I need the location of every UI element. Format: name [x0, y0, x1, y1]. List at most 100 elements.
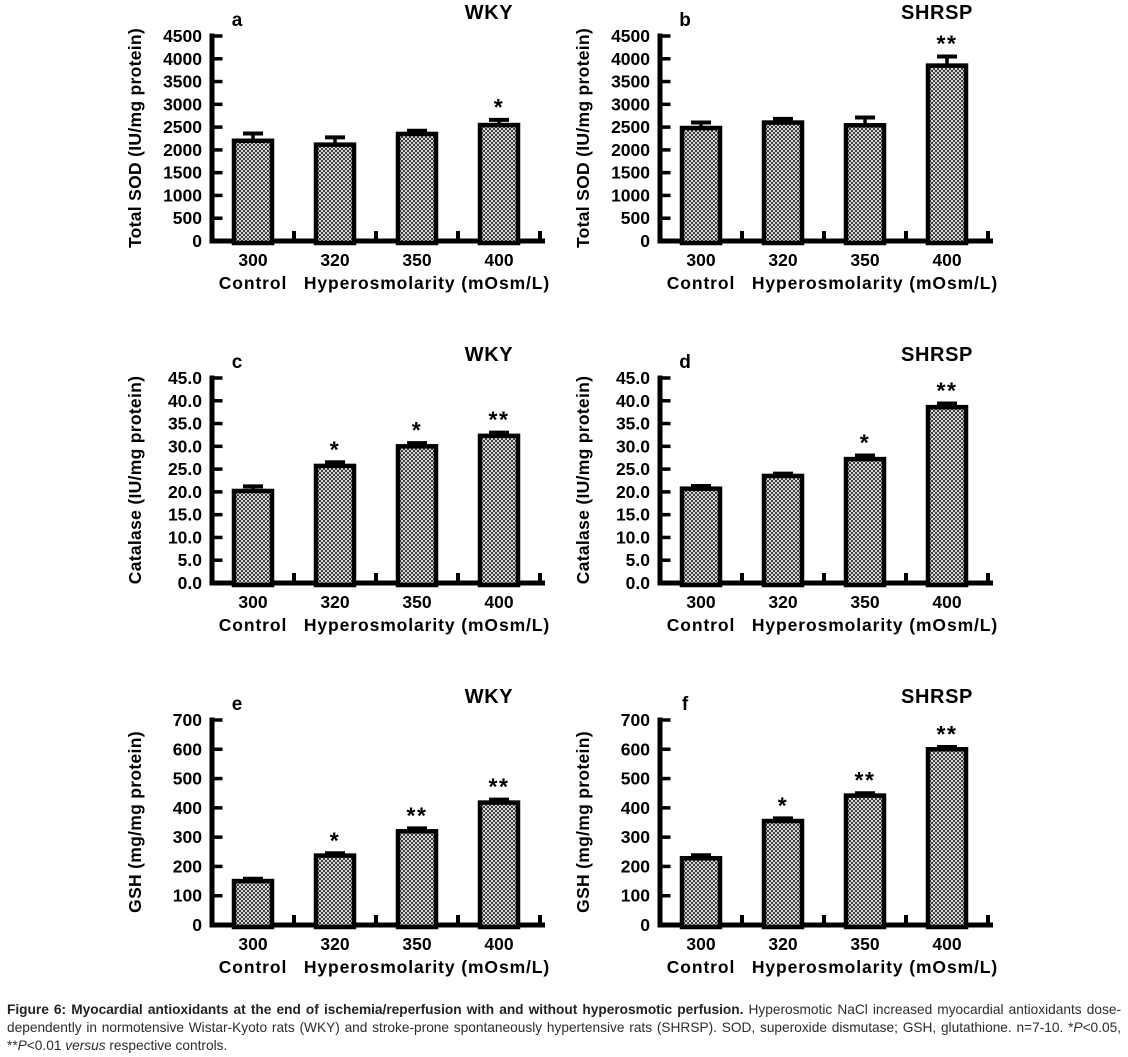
y-tick-label: 300: [621, 827, 650, 847]
bar-350: [395, 829, 439, 930]
significance-marker: *: [330, 436, 340, 462]
panel-letter: a: [232, 10, 243, 31]
x-axis-title-control: Control: [667, 615, 736, 635]
y-tick-label: 0: [640, 231, 650, 251]
y-tick-label: 10.0: [168, 527, 202, 547]
y-tick-label: 500: [173, 769, 202, 789]
bar-400: [925, 404, 969, 588]
x-tick-label: 350: [402, 934, 431, 954]
y-tick-label: 35.0: [168, 414, 202, 434]
y-tick-label: 0: [640, 915, 650, 935]
bar-400: [477, 122, 521, 246]
x-tick-label: 300: [686, 250, 715, 270]
y-tick-label: 700: [621, 710, 650, 730]
y-tick-label: 600: [173, 739, 202, 759]
y-tick-label: 200: [621, 856, 650, 876]
x-axis-title-hyperosmolarity: Hyperosmolarity (mOsm/L): [752, 273, 998, 293]
bar-400: [477, 800, 521, 930]
group-label: WKY: [465, 2, 514, 24]
group-label: SHRSP: [901, 2, 973, 24]
y-tick-label: 15.0: [168, 505, 202, 525]
chart-panel-d: 0.0 5.0 10.0 15.0 20.0 25.0 30.0 35.0 40.0 45.0 30…: [545, 342, 1025, 654]
chart-panel-c: 0.0 5.0 10.0 15.0 20.0 25.0 30.0 35.0 40.0 45.0 30…: [97, 342, 577, 654]
y-tick-label: 1000: [163, 185, 202, 205]
y-tick-label: 2500: [163, 117, 202, 137]
panel-letter: b: [679, 10, 691, 31]
x-tick-label: 320: [320, 592, 349, 612]
y-tick-label: 2000: [611, 140, 650, 160]
y-tick-label: 25.0: [168, 459, 202, 479]
chart-f-svg: 0 100 200 300 400 500 600 700 300 * 320 ** 350 ** 400 C…: [573, 686, 997, 977]
y-tick-label: 100: [621, 886, 650, 906]
significance-marker: **: [489, 407, 510, 433]
y-tick-label: 10.0: [616, 527, 650, 547]
significance-marker: **: [489, 774, 510, 800]
x-tick-label: 300: [238, 592, 267, 612]
group-label: SHRSP: [901, 344, 973, 366]
bar-400: [477, 433, 521, 588]
y-tick-label: 3000: [163, 94, 202, 114]
y-tick-label: 700: [173, 710, 202, 730]
x-tick-label: 300: [686, 934, 715, 954]
panel-letter: c: [232, 352, 243, 373]
y-axis-title: GSH (mg/mg protein): [125, 731, 145, 913]
x-tick-label: 300: [238, 934, 267, 954]
y-tick-label: 30.0: [616, 436, 650, 456]
figure-caption: Figure 6: Myocardial antioxidants at the…: [7, 1001, 1121, 1054]
x-tick-label: 350: [402, 592, 431, 612]
x-axis-title-hyperosmolarity: Hyperosmolarity (mOsm/L): [304, 957, 550, 977]
bar-350: [843, 456, 887, 588]
x-tick-label: 320: [768, 592, 797, 612]
bar-350: [843, 793, 887, 930]
significance-marker: **: [937, 31, 958, 57]
y-tick-label: 45.0: [616, 368, 650, 388]
y-tick-label: 3500: [163, 72, 202, 92]
bar-300: [231, 138, 275, 246]
x-tick-label: 400: [484, 592, 513, 612]
caption-text-3: <0.01: [26, 1037, 66, 1053]
x-tick-label: 320: [320, 250, 349, 270]
chart-panel-f: 0 100 200 300 400 500 600 700 300 * 320 ** 350 ** 400 C…: [545, 684, 1025, 996]
y-tick-label: 5.0: [626, 550, 651, 570]
x-axis-title-control: Control: [667, 957, 736, 977]
bar-320: [761, 120, 805, 246]
bar-320: [313, 142, 357, 246]
y-tick-label: 2500: [611, 117, 650, 137]
bar-300: [231, 878, 275, 930]
chart-d-svg: 0.0 5.0 10.015.0 20.0 25.0 30.035.0 40.0 45.0 30…: [573, 344, 997, 635]
y-tick-label: 40.0: [168, 391, 202, 411]
caption-versus-italic: versus: [65, 1037, 106, 1053]
caption-text-2: <0.05, **: [7, 1019, 1121, 1053]
chart-c-svg: 0.0 5.0 10.015.0 20.0 25.0 30.035.0 40.0 45.0 30…: [125, 344, 550, 635]
y-tick-label: 2000: [163, 140, 202, 160]
x-axis-title-control: Control: [219, 957, 288, 977]
bar-300: [679, 125, 723, 246]
x-axis-title-control: Control: [219, 615, 288, 635]
y-tick-label: 500: [621, 769, 650, 789]
y-tick-label: 20.0: [168, 482, 202, 502]
y-axis-title: GSH (mg/mg protein): [573, 731, 593, 913]
significance-marker: **: [855, 767, 876, 793]
x-tick-label: 320: [768, 934, 797, 954]
y-tick-label: 500: [621, 208, 650, 228]
significance-marker: **: [937, 721, 958, 747]
x-axis-title-hyperosmolarity: Hyperosmolarity (mOsm/L): [304, 615, 550, 635]
caption-p-italic-2: P: [17, 1037, 27, 1053]
bar-350: [395, 131, 439, 246]
y-tick-label: 25.0: [616, 459, 650, 479]
y-tick-label: 0: [192, 231, 202, 251]
bar-350: [843, 123, 887, 246]
x-tick-label: 400: [484, 934, 513, 954]
x-tick-label: 300: [686, 592, 715, 612]
y-tick-label: 1000: [611, 185, 650, 205]
bar-400: [925, 63, 969, 246]
chart-panel-a: 0 500 1000 1500 2000 2500 3000 3500 4000 4500 300 3…: [97, 0, 577, 312]
bar-300: [679, 486, 723, 588]
y-axis-title: Total SOD (IU/mg protein): [573, 28, 593, 248]
caption-text-4: respective controls.: [105, 1037, 228, 1053]
y-tick-label: 3000: [611, 94, 650, 114]
bar-320: [761, 818, 805, 930]
y-tick-label: 4000: [163, 49, 202, 69]
